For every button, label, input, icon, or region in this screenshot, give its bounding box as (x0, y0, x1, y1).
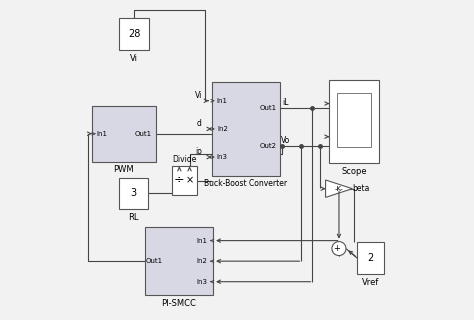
Text: -K-: -K- (335, 186, 343, 192)
Text: Vi: Vi (195, 91, 202, 100)
Text: In2: In2 (197, 258, 208, 264)
Text: RL: RL (128, 213, 139, 222)
Text: 2: 2 (367, 253, 374, 263)
Text: Vo: Vo (281, 136, 291, 145)
Text: In1: In1 (97, 131, 108, 137)
Text: Vi: Vi (130, 53, 138, 62)
Text: Vref: Vref (362, 277, 379, 286)
Bar (92, 106, 156, 162)
Text: d: d (196, 119, 201, 128)
Text: In1: In1 (197, 238, 208, 244)
Text: Out1: Out1 (146, 258, 163, 264)
Text: Buck-Boost Converter: Buck-Boost Converter (204, 180, 287, 188)
Text: In3: In3 (197, 279, 208, 285)
Text: PWM: PWM (114, 165, 134, 174)
Text: iL: iL (283, 98, 289, 107)
Bar (172, 166, 197, 195)
Text: Out2: Out2 (260, 143, 277, 149)
Bar (211, 82, 280, 176)
Text: 28: 28 (128, 29, 140, 39)
Text: ×: × (186, 176, 194, 186)
Bar (337, 93, 371, 147)
Bar (329, 80, 379, 163)
Bar (145, 227, 213, 295)
Text: Out1: Out1 (135, 131, 152, 137)
Text: PI-SMCC: PI-SMCC (162, 299, 196, 308)
Text: 3: 3 (130, 188, 137, 198)
Bar (119, 178, 148, 209)
Text: In3: In3 (217, 154, 228, 160)
Circle shape (332, 242, 346, 256)
Text: Scope: Scope (341, 167, 367, 176)
Bar (119, 18, 149, 50)
Polygon shape (326, 180, 352, 197)
Text: Divide: Divide (172, 155, 197, 164)
Text: io: io (195, 147, 202, 156)
Bar (357, 242, 384, 274)
Text: beta: beta (353, 184, 370, 193)
Text: ÷: ÷ (174, 173, 185, 186)
Text: +: + (333, 244, 340, 253)
Text: Out1: Out1 (260, 105, 277, 111)
Text: In1: In1 (217, 98, 228, 104)
Text: In2: In2 (217, 126, 228, 132)
